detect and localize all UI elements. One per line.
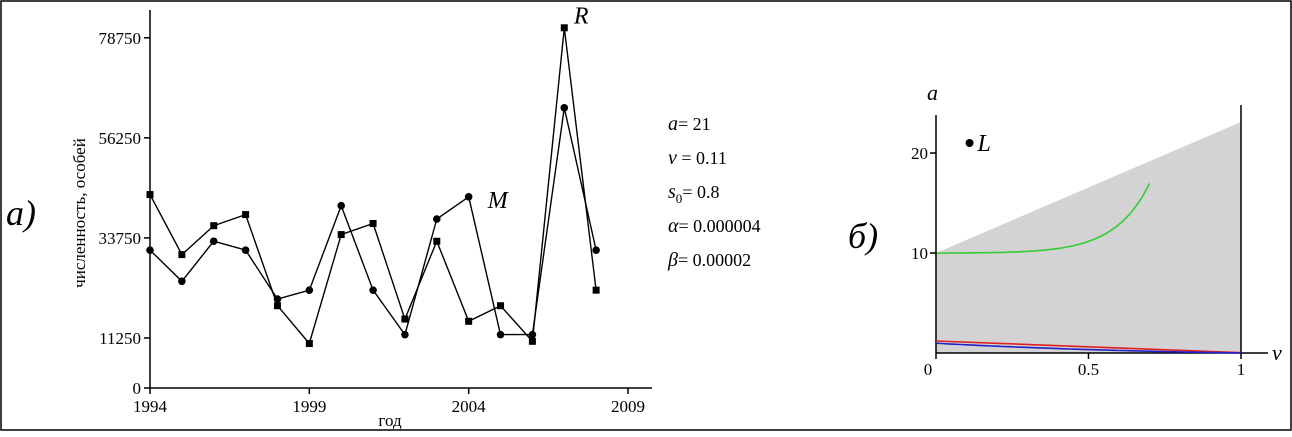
y-tick-label: 0 (133, 379, 142, 398)
panel-b-chart: б) 10 20 0 0.5 1 a v L (848, 80, 1282, 379)
data-point-circle (209, 237, 218, 246)
data-point-square (465, 317, 473, 325)
data-point-square (273, 302, 281, 310)
point-l-label: L (977, 131, 991, 157)
data-point-square (305, 340, 313, 348)
x-tick-label: 0 (924, 360, 933, 379)
data-point-square (178, 251, 186, 259)
data-point-square (560, 24, 568, 32)
data-point-circle (241, 246, 250, 254)
panel-a-parameters: a= 21 v = 0.11 s0= 0.8 α= 0.000004 β= 0.0000… (667, 113, 761, 271)
x-tick-label: 2004 (452, 397, 487, 416)
data-point-circle (305, 286, 314, 294)
data-point-circle (401, 330, 409, 339)
data-point-circle (592, 246, 600, 254)
y-tick-label: 11250 (99, 329, 141, 348)
x-tick-label: 1994 (133, 397, 168, 416)
panel-a-chart: a) численность, особей год 1994 1999 2004 2… (6, 3, 761, 430)
y-tick-label: 10 (911, 244, 928, 263)
y-tick-label: 78750 (99, 29, 142, 48)
annotation-label: M (487, 188, 510, 214)
data-point-square (146, 191, 154, 199)
lower-boundary-red (935, 340, 1242, 354)
parameter-line: a= 21 (668, 113, 711, 135)
panel-a-label: a) (6, 193, 36, 233)
panel-a-y-label: численность, особей (70, 138, 89, 288)
series-line-1 (149, 27, 597, 345)
lower-boundary-blue (935, 342, 1242, 354)
x-tick-label: 2009 (611, 397, 645, 416)
parameter-line: v = 0.11 (668, 147, 727, 169)
data-point-circle (337, 201, 346, 210)
data-point-square (337, 231, 345, 239)
data-point-square (528, 337, 536, 345)
parameter-line: s0= 0.8 (668, 181, 719, 206)
data-point-square (497, 302, 505, 310)
parameter-line: α= 0.000004 (668, 215, 761, 237)
data-point-circle (560, 104, 569, 112)
data-point-square (592, 286, 600, 294)
x-tick-label: 1999 (292, 397, 326, 416)
y-tick-label: 33750 (99, 229, 142, 248)
data-point-square (433, 237, 441, 245)
x-axis-label: v (1272, 340, 1282, 365)
data-point-square (242, 211, 250, 219)
annotation-label: R (573, 3, 589, 29)
data-point-circle (528, 330, 537, 339)
data-point-square (369, 219, 377, 227)
panel-a-x-label: год (378, 411, 402, 430)
y-tick-label: 20 (911, 144, 928, 163)
x-tick-label: 1 (1237, 360, 1246, 379)
data-point-square (401, 315, 409, 323)
data-point-circle (433, 215, 441, 223)
data-point-circle (273, 295, 282, 303)
data-point-circle (146, 246, 154, 254)
upper-boundary-curve (936, 183, 1151, 254)
point-l-marker (965, 139, 974, 147)
data-point-circle (369, 286, 377, 294)
data-point-circle (464, 192, 473, 201)
x-tick-label: 0.5 (1078, 360, 1099, 379)
data-point-square (210, 222, 218, 230)
panel-b-label: б) (848, 216, 878, 256)
parameter-line: β= 0.00002 (667, 249, 751, 271)
data-point-circle (178, 277, 186, 286)
y-axis-label: a (927, 80, 938, 105)
y-tick-label: 56250 (99, 129, 142, 148)
data-point-circle (496, 330, 505, 339)
feasible-region (936, 122, 1241, 353)
